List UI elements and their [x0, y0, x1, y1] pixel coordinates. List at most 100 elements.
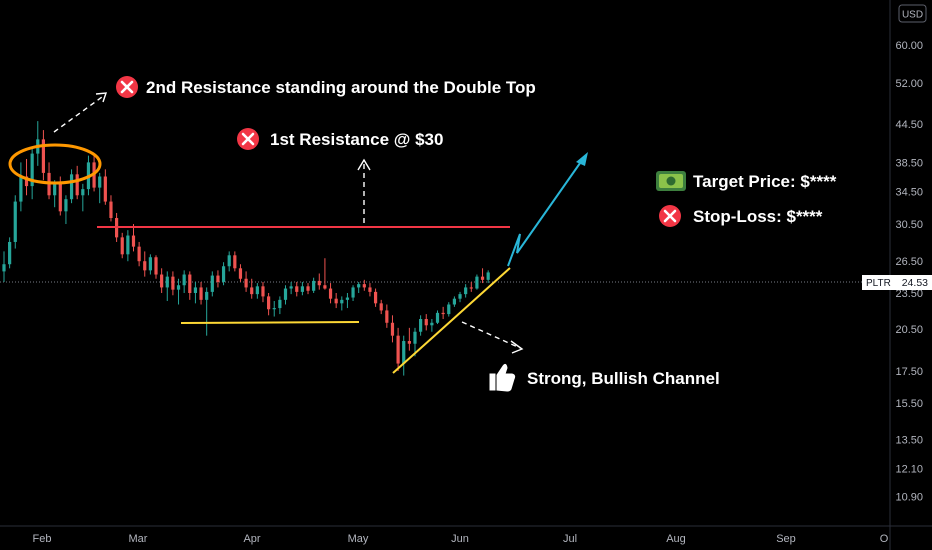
candle[interactable] [283, 285, 288, 305]
candle-body [41, 139, 46, 173]
candle[interactable] [345, 293, 350, 309]
candle[interactable] [98, 172, 102, 204]
candle[interactable] [137, 241, 141, 267]
candle[interactable] [69, 169, 74, 204]
candle[interactable] [447, 302, 451, 317]
candle[interactable] [120, 232, 124, 259]
candle-body [244, 278, 248, 288]
candle[interactable] [340, 296, 344, 311]
candle[interactable] [351, 285, 355, 302]
candle[interactable] [244, 271, 248, 292]
candle[interactable] [300, 281, 304, 296]
annotation-first-resistance[interactable]: 1st Resistance @ $30 [237, 128, 443, 150]
price-axis[interactable]: 60.00 52.00 44.50 38.50 34.50 30.50 26.50 23.50… [895, 40, 923, 503]
currency-label: USD [902, 10, 923, 21]
candle[interactable] [480, 268, 485, 284]
candle[interactable] [131, 224, 136, 252]
candlestick-series[interactable] [2, 121, 490, 376]
time-axis[interactable]: Feb Mar Apr May Jun Jul Aug Sep O [33, 533, 889, 545]
candle[interactable] [261, 281, 265, 303]
candle[interactable] [205, 287, 209, 336]
candle[interactable] [193, 281, 198, 304]
candle[interactable] [413, 327, 417, 357]
candle[interactable] [486, 270, 490, 284]
candle[interactable] [267, 293, 271, 316]
candle[interactable] [390, 315, 395, 343]
currency-badge[interactable]: USD [898, 4, 927, 23]
candle[interactable] [2, 251, 6, 282]
candle[interactable] [36, 121, 40, 166]
channel-line [392, 267, 511, 374]
candle[interactable] [475, 274, 479, 290]
candle[interactable] [24, 158, 29, 196]
annotation-target-price[interactable]: Target Price: $**** [656, 171, 837, 191]
annotation-stop-loss[interactable]: Stop-Loss: $**** [659, 205, 823, 227]
candle[interactable] [295, 281, 299, 297]
candle[interactable] [469, 281, 473, 292]
candle[interactable] [216, 270, 220, 288]
candle[interactable] [458, 291, 462, 303]
annotation-second-resistance[interactable]: 2nd Resistance standing around the Doubl… [116, 76, 536, 98]
candle-body [278, 299, 282, 309]
candle[interactable] [154, 255, 158, 279]
candle[interactable] [250, 278, 254, 299]
candle[interactable] [255, 283, 259, 299]
candle[interactable] [464, 284, 468, 298]
candle[interactable] [306, 283, 310, 295]
candle[interactable] [103, 169, 107, 205]
candle[interactable] [30, 148, 34, 200]
candle[interactable] [328, 283, 333, 304]
candle[interactable] [109, 195, 113, 222]
candle[interactable] [357, 281, 361, 294]
candle[interactable] [452, 296, 456, 307]
candle[interactable] [402, 335, 406, 376]
candle[interactable] [419, 315, 423, 336]
candle[interactable] [289, 281, 293, 295]
candle[interactable] [8, 237, 12, 269]
candle[interactable] [373, 288, 378, 307]
candle[interactable] [160, 268, 164, 294]
candle[interactable] [233, 251, 237, 272]
last-price-tag[interactable]: PLTR 24.53 [862, 275, 932, 290]
candle[interactable] [396, 327, 400, 371]
candle[interactable] [148, 254, 152, 275]
candle[interactable] [165, 271, 169, 302]
candle[interactable] [143, 251, 147, 277]
candle[interactable] [81, 183, 85, 212]
candle-body [413, 331, 417, 344]
candle[interactable] [424, 314, 428, 331]
candle[interactable] [19, 162, 23, 212]
candle[interactable] [312, 277, 316, 294]
candle[interactable] [210, 271, 214, 297]
candle[interactable] [53, 180, 57, 208]
candle[interactable] [407, 327, 411, 351]
candle[interactable] [441, 306, 445, 320]
candle[interactable] [272, 301, 276, 317]
candle[interactable] [199, 281, 203, 305]
candle[interactable] [435, 310, 440, 325]
candle[interactable] [278, 296, 282, 315]
candle[interactable] [362, 279, 366, 291]
candle[interactable] [323, 258, 327, 290]
candle[interactable] [379, 299, 383, 315]
candle[interactable] [176, 278, 181, 305]
candle[interactable] [126, 230, 130, 262]
candle[interactable] [47, 162, 51, 200]
first-resistance-label: 1st Resistance @ $30 [270, 130, 443, 149]
candle[interactable] [317, 273, 321, 290]
candle[interactable] [430, 319, 434, 332]
candle[interactable] [385, 304, 389, 328]
candle[interactable] [368, 283, 372, 297]
candle[interactable] [41, 130, 46, 181]
candle[interactable] [221, 262, 226, 286]
candle[interactable] [13, 195, 17, 249]
candle[interactable] [227, 251, 231, 272]
candle[interactable] [64, 195, 68, 225]
candle[interactable] [182, 270, 186, 294]
candle[interactable] [238, 264, 243, 282]
candle[interactable] [188, 271, 192, 300]
candle[interactable] [75, 165, 79, 200]
candle[interactable] [334, 293, 338, 309]
annotation-channel[interactable]: Strong, Bullish Channel [489, 363, 720, 392]
candle[interactable] [171, 271, 175, 296]
